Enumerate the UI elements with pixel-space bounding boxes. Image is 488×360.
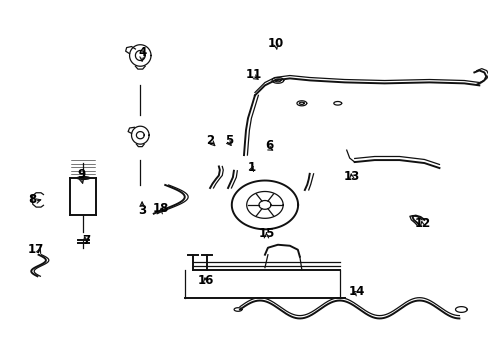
Text: 5: 5	[224, 134, 233, 147]
Text: 2: 2	[206, 134, 214, 147]
Text: 9: 9	[77, 168, 85, 181]
Text: 3: 3	[138, 204, 146, 217]
Text: 16: 16	[197, 274, 213, 287]
Text: 18: 18	[152, 202, 168, 215]
Text: 15: 15	[258, 227, 274, 240]
Text: 4: 4	[138, 46, 146, 59]
Text: 6: 6	[264, 139, 272, 152]
Text: 7: 7	[82, 234, 90, 247]
Text: 12: 12	[413, 216, 430, 230]
Text: 11: 11	[245, 68, 262, 81]
Text: 1: 1	[247, 161, 255, 174]
Text: 14: 14	[348, 285, 364, 298]
Text: 8: 8	[28, 193, 37, 206]
Text: 13: 13	[343, 170, 359, 183]
Text: 17: 17	[28, 243, 44, 256]
Text: 10: 10	[267, 37, 284, 50]
